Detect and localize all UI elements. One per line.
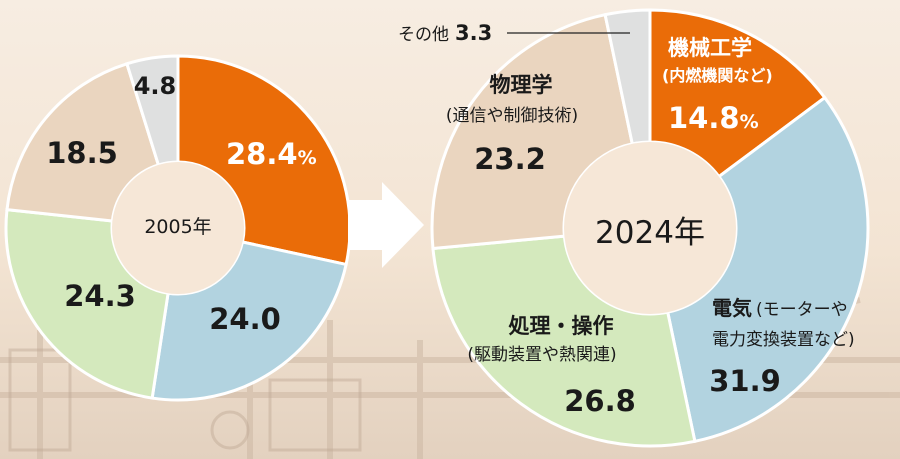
category-2024-electrical: 電気 (モーターや (712, 296, 848, 320)
value-2005-control: 24.3 (64, 279, 136, 313)
value-2005-other: 4.8 (134, 72, 177, 100)
subcategory-2024-electrical: 電力変換装置など) (712, 330, 855, 350)
donut-hole-2005 (112, 162, 244, 294)
value-2024-mechanical: 14.8% (668, 101, 759, 135)
category-2024-control: 処理・操作 (509, 314, 614, 338)
year-label-2024: 2024年 (595, 215, 705, 251)
value-2024-electrical: 31.9 (709, 364, 781, 398)
category-2024-mechanical: 機械工学 (668, 36, 752, 60)
donut-chart-2005 (4, 54, 352, 402)
donut-hole-2024 (564, 142, 736, 314)
value-2005-physics: 18.5 (46, 136, 118, 170)
category-2024-other: その他 3.3 (398, 21, 492, 45)
value-2024-physics: 23.2 (474, 142, 546, 176)
donut-chart-2024 (430, 8, 870, 448)
year-label-2005: 2005年 (144, 216, 211, 238)
subcategory-2024-physics: (通信や制御技術) (446, 106, 578, 126)
value-2005-mechanical: 28.4% (226, 137, 317, 171)
subcategory-2024-control: (駆動装置や熱関連) (467, 345, 616, 365)
arrow-right-icon (348, 182, 424, 268)
value-2024-control: 26.8 (564, 384, 636, 418)
category-2024-physics: 物理学 (490, 73, 553, 97)
subcategory-2024-mechanical: (内燃機関など) (662, 66, 773, 85)
value-2005-electrical: 24.0 (209, 302, 281, 336)
